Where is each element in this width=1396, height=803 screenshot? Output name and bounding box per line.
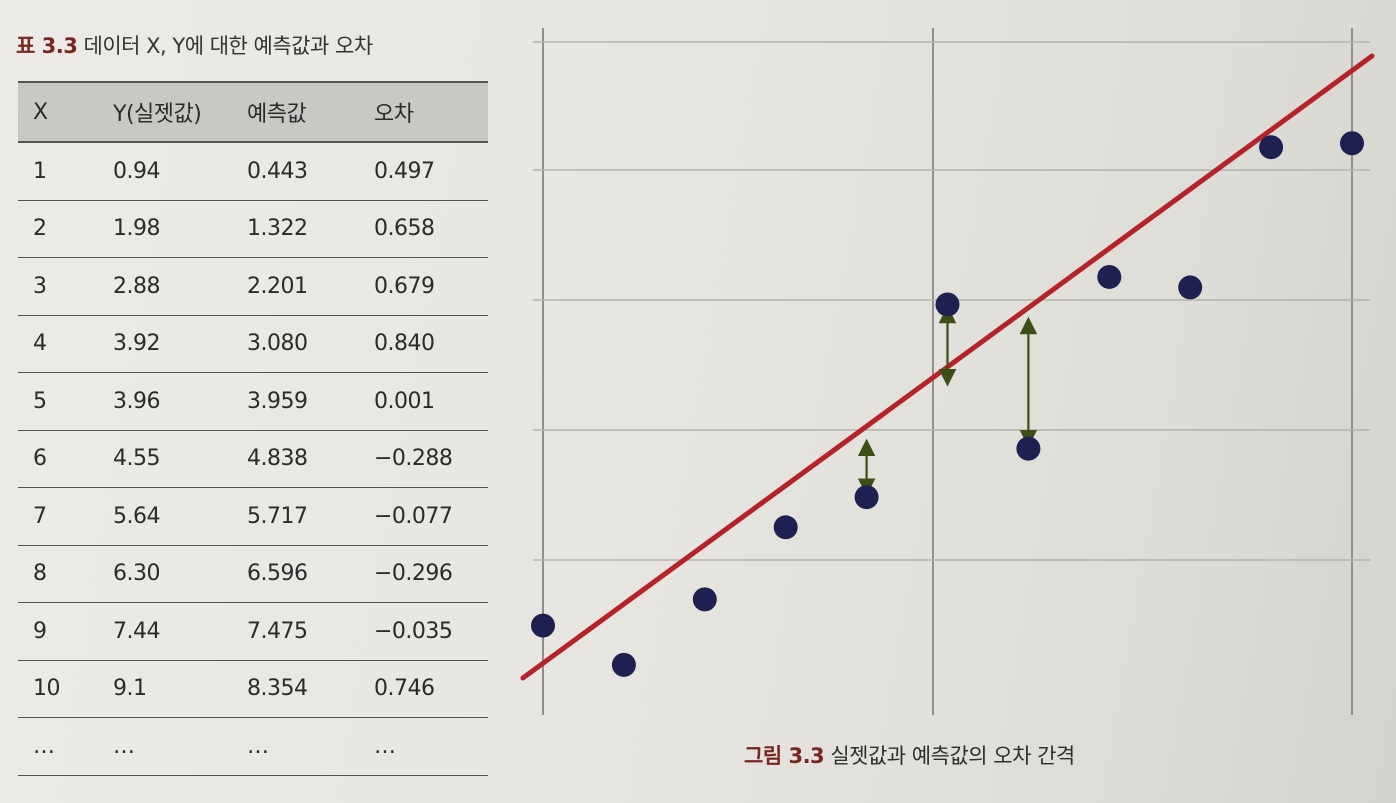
table-caption-number: 표 3.3: [16, 34, 78, 58]
cell-error: 0.746: [374, 660, 488, 718]
cell-error: 0.658: [374, 200, 488, 258]
cell-x: 7: [18, 487, 113, 546]
cell-predicted: 1.322: [247, 200, 374, 258]
cell-x: 8: [18, 545, 113, 603]
error-arrows-group: [857, 305, 1038, 496]
cell-error: …: [374, 717, 488, 776]
cell-error: 0.001: [374, 372, 488, 431]
cell-y-actual: 1.98: [113, 200, 247, 258]
header-x: X: [18, 81, 113, 143]
cell-predicted: 5.717: [247, 487, 374, 546]
cell-predicted: 6.596: [247, 545, 374, 603]
cell-predicted: …: [247, 717, 374, 776]
table-row: 10 9.1 8.354 0.746: [18, 660, 488, 718]
cell-x: 2: [18, 200, 113, 258]
table-header-row: X Y(실젯값) 예측값 오차: [18, 81, 488, 143]
figure-caption: 그림 3.3 실젯값과 예측값의 오차 간격: [744, 740, 1075, 770]
header-predicted: 예측값: [247, 81, 374, 143]
cell-predicted: 2.201: [247, 257, 374, 316]
data-point: [1097, 264, 1122, 289]
data-point: [692, 587, 717, 612]
cell-predicted: 4.838: [247, 430, 374, 488]
data-point: [935, 292, 960, 317]
cell-y-actual: …: [113, 717, 247, 776]
cell-error: −0.288: [374, 430, 488, 488]
table-row: 1 0.94 0.443 0.497: [18, 142, 488, 201]
cell-y-actual: 0.94: [113, 142, 247, 201]
cell-predicted: 3.959: [247, 372, 374, 431]
cell-y-actual: 2.88: [113, 257, 247, 316]
data-point: [854, 485, 879, 510]
data-point: [611, 652, 636, 677]
header-error: 오차: [374, 81, 488, 143]
cell-y-actual: 3.96: [113, 372, 247, 431]
cell-error: 0.679: [374, 257, 488, 316]
cell-y-actual: 9.1: [113, 660, 247, 718]
data-point: [1340, 131, 1364, 156]
cell-error: −0.077: [374, 487, 488, 546]
cell-y-actual: 3.92: [113, 315, 247, 373]
cell-predicted: 3.080: [247, 315, 374, 373]
cell-error: 0.840: [374, 315, 488, 373]
table-row: 7 5.64 5.717 −0.077: [18, 487, 488, 546]
cell-x: 1: [18, 142, 113, 201]
cell-error: −0.035: [374, 602, 488, 661]
data-point: [531, 613, 555, 638]
figure-caption-text: 실젯값과 예측값의 오차 간격: [830, 744, 1075, 768]
table-row: 6 4.55 4.838 −0.288: [18, 430, 488, 488]
cell-y-actual: 4.55: [113, 430, 247, 488]
cell-x: 9: [18, 602, 113, 661]
cell-x: 4: [18, 315, 113, 373]
cell-x: 3: [18, 257, 113, 316]
table-row: 4 3.92 3.080 0.840: [18, 315, 488, 373]
header-y-actual: Y(실젯값): [113, 81, 247, 143]
table-row: 9 7.44 7.475 −0.035: [18, 602, 488, 661]
cell-predicted: 7.475: [247, 602, 374, 661]
cell-x: …: [18, 717, 113, 776]
table-caption-text: 데이터 X, Y에 대한 예측값과 오차: [83, 34, 374, 58]
cell-y-actual: 5.64: [113, 487, 247, 546]
data-point: [1178, 275, 1203, 300]
cell-y-actual: 7.44: [113, 602, 247, 661]
data-point: [1016, 436, 1041, 461]
cell-predicted: 0.443: [247, 142, 374, 201]
cell-x: 5: [18, 372, 113, 431]
figure-caption-number: 그림 3.3: [744, 744, 825, 768]
cell-x: 6: [18, 430, 113, 488]
cell-error: 0.497: [374, 142, 488, 201]
table-row: 3 2.88 2.201 0.679: [18, 257, 488, 316]
table-row: 8 6.30 6.596 −0.296: [18, 545, 488, 603]
cell-x: 10: [18, 660, 113, 718]
cell-error: −0.296: [374, 545, 488, 603]
data-point: [1259, 135, 1284, 160]
cell-predicted: 8.354: [247, 660, 374, 718]
table-caption: 표 3.3 데이터 X, Y에 대한 예측값과 오차: [16, 30, 373, 60]
data-points-group: [531, 131, 1364, 677]
chart-grid: [533, 28, 1370, 715]
data-point: [773, 515, 798, 540]
table-row: 5 3.96 3.959 0.001: [18, 372, 488, 431]
table-row: …………: [18, 717, 488, 776]
table-row: 2 1.98 1.322 0.658: [18, 200, 488, 258]
cell-y-actual: 6.30: [113, 545, 247, 603]
prediction-error-table: X Y(실젯값) 예측값 오차 1 0.94 0.443 0.497 2 1.98 1.32…: [18, 81, 488, 776]
